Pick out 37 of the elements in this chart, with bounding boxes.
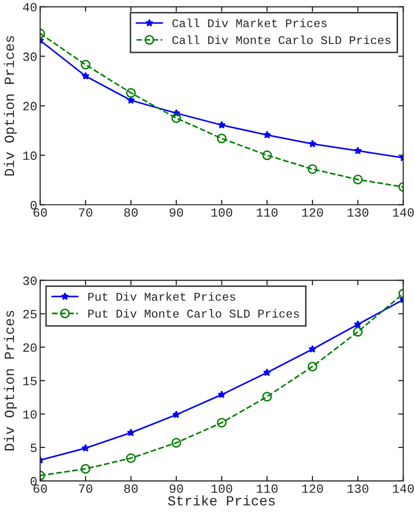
y-axis-title: Div Option Prices — [4, 310, 17, 450]
x-tick-label: 80 — [124, 484, 138, 493]
legend-label: Put Div Market Prices — [88, 292, 236, 301]
legend-label: Call Div Monte Carlo SLD Prices — [172, 35, 390, 44]
x-tick-label: 70 — [79, 484, 92, 493]
y-tick-label: 20 — [23, 102, 37, 110]
x-tick-label: 80 — [124, 208, 138, 217]
x-tick-label: 120 — [302, 208, 323, 217]
x-tick-label: 90 — [170, 484, 184, 493]
x-tick-label: 110 — [256, 484, 278, 493]
y-tick-label: 25 — [23, 310, 37, 318]
y-tick-label: 10 — [23, 410, 37, 419]
x-tick-label: 60 — [34, 484, 47, 493]
x-tick-label: 70 — [79, 208, 92, 217]
x-tick-label: 140 — [392, 484, 414, 493]
y-tick-label: 5 — [30, 444, 37, 452]
legend-label: Call Div Market Prices — [172, 18, 327, 28]
legend-label: Put Div Monte Carlo SLD Prices — [88, 309, 299, 318]
x-tick-label: 100 — [211, 484, 232, 493]
x-tick-label: 140 — [392, 208, 414, 217]
y-tick-label: 30 — [23, 276, 37, 285]
x-tick-label: 100 — [211, 208, 232, 217]
y-tick-label: 10 — [23, 151, 37, 160]
y-tick-label: 15 — [23, 376, 37, 386]
x-tick-label: 60 — [34, 208, 47, 217]
x-tick-label: 90 — [170, 208, 184, 217]
x-tick-label: 130 — [348, 208, 368, 217]
y-axis-title: Div Option Prices — [4, 36, 17, 176]
y-tick-label: 0 — [30, 200, 37, 210]
x-tick-label: 110 — [256, 208, 278, 217]
y-tick-label: 30 — [23, 52, 37, 61]
y-tick-label: 40 — [23, 2, 37, 12]
x-tick-label: 120 — [302, 484, 323, 493]
x-tick-label: 130 — [348, 484, 368, 493]
x-axis-title: Strike Prices — [168, 495, 275, 506]
y-tick-label: 20 — [23, 343, 37, 352]
y-tick-label: 0 — [30, 477, 37, 486]
